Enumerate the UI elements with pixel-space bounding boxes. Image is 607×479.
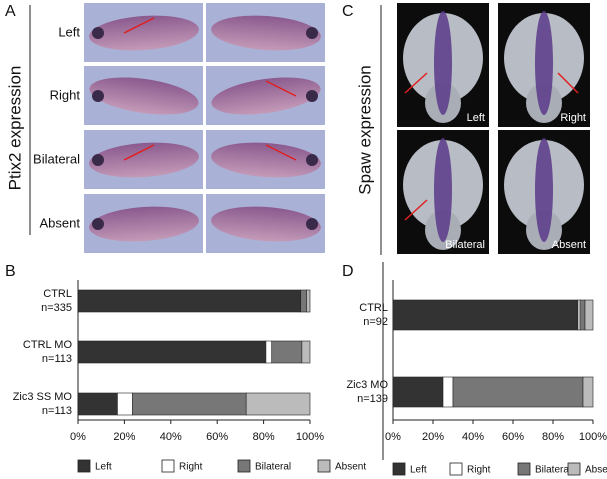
embryo-head	[92, 90, 104, 102]
row-label: Bilateral	[33, 151, 80, 166]
bar-segment	[132, 392, 247, 416]
legend-swatch	[161, 459, 175, 473]
bar-segment	[442, 376, 454, 408]
embryo-head	[306, 154, 318, 166]
bar-segment	[117, 392, 133, 416]
legend-label: Right	[467, 465, 491, 476]
photo-label: Bilateral	[445, 239, 485, 251]
x-tick-label: 60%	[206, 431, 228, 443]
arrow	[557, 72, 579, 94]
bar-segment	[392, 299, 579, 331]
panel-letter: D	[342, 263, 354, 280]
x-tick-label: 20%	[422, 431, 444, 443]
x-tick-label: 0%	[70, 431, 86, 443]
category-count: n=335	[41, 302, 72, 314]
embryo-head	[306, 218, 318, 230]
row-label: Left	[58, 24, 80, 39]
category-label: CTRL	[359, 302, 388, 314]
legend-swatch	[517, 462, 531, 476]
category-label: CTRL	[43, 288, 72, 300]
bar-segment	[306, 289, 311, 313]
embryo-head	[306, 27, 318, 39]
embryo-head	[92, 218, 104, 230]
legend-label: Absent	[335, 462, 366, 473]
legend-swatch	[77, 459, 91, 473]
legend-swatch	[392, 462, 406, 476]
row-label: Right	[50, 87, 81, 102]
bar-segment	[300, 289, 307, 313]
stain	[535, 138, 553, 242]
legend-swatch	[449, 462, 463, 476]
embryo	[89, 206, 199, 242]
bar-segment	[77, 340, 267, 364]
stain	[434, 138, 452, 242]
x-tick-label: 40%	[160, 431, 182, 443]
embryo	[211, 142, 321, 178]
legend-swatch	[567, 462, 581, 476]
embryo	[211, 15, 321, 51]
bar-segment	[584, 299, 594, 331]
embryo-head	[306, 90, 318, 102]
embryo-head	[92, 27, 104, 39]
legend-swatch	[237, 459, 251, 473]
embryo	[89, 15, 199, 51]
embryo	[211, 77, 321, 115]
photo-label: Absent	[552, 239, 586, 251]
legend-label: Bilateral	[255, 462, 291, 473]
panel-letter: A	[5, 3, 16, 20]
bar-segment	[452, 376, 584, 408]
legend-label: Right	[179, 462, 203, 473]
embryo	[211, 206, 321, 242]
legend-swatch	[317, 459, 331, 473]
photo-label: Right	[560, 112, 586, 124]
row-label: Absent	[40, 215, 81, 230]
stain	[434, 11, 452, 115]
bar-segment	[579, 299, 586, 331]
bar-segment	[265, 340, 273, 364]
category-count: n=113	[42, 353, 72, 365]
category-count: n=113	[42, 405, 72, 417]
embryo	[89, 77, 199, 115]
stain	[535, 11, 553, 115]
embryo-head	[92, 154, 104, 166]
arrow	[265, 144, 297, 161]
category-label: Zic3 SS MO	[13, 391, 73, 403]
arrow	[404, 72, 428, 94]
category-count: n=92	[363, 316, 388, 328]
legend-label: Left	[410, 465, 427, 476]
panel-letter: C	[342, 3, 354, 20]
bar-segment	[392, 376, 444, 408]
bar-segment	[77, 392, 118, 416]
bar-segment	[301, 340, 311, 364]
bar-segment	[245, 392, 311, 416]
x-tick-label: 80%	[542, 431, 564, 443]
x-tick-label: 0%	[385, 431, 401, 443]
arrow	[123, 144, 155, 161]
x-tick-label: 20%	[113, 431, 135, 443]
bar-segment	[582, 376, 594, 408]
panel-title: Spaw expression	[355, 65, 374, 194]
panel-letter: B	[5, 263, 16, 280]
legend-label: Bilateral	[535, 465, 571, 476]
arrow	[265, 80, 297, 97]
panel-title: Ptix2 expression	[5, 66, 24, 191]
category-label: Zic3 MO	[346, 379, 388, 391]
bar-segment	[77, 289, 302, 313]
x-tick-label: 80%	[253, 431, 275, 443]
category-label: CTRL MO	[23, 339, 73, 351]
arrow	[404, 199, 428, 221]
x-tick-label: 100%	[296, 431, 324, 443]
arrow	[123, 17, 155, 34]
embryo	[89, 142, 199, 178]
legend-label: Left	[95, 462, 112, 473]
bar-segment	[271, 340, 303, 364]
x-tick-label: 40%	[462, 431, 484, 443]
x-tick-label: 60%	[502, 431, 524, 443]
category-count: n=139	[357, 393, 388, 405]
photo-label: Left	[467, 112, 485, 124]
x-tick-label: 100%	[579, 431, 607, 443]
legend-label: Absent	[585, 465, 607, 476]
